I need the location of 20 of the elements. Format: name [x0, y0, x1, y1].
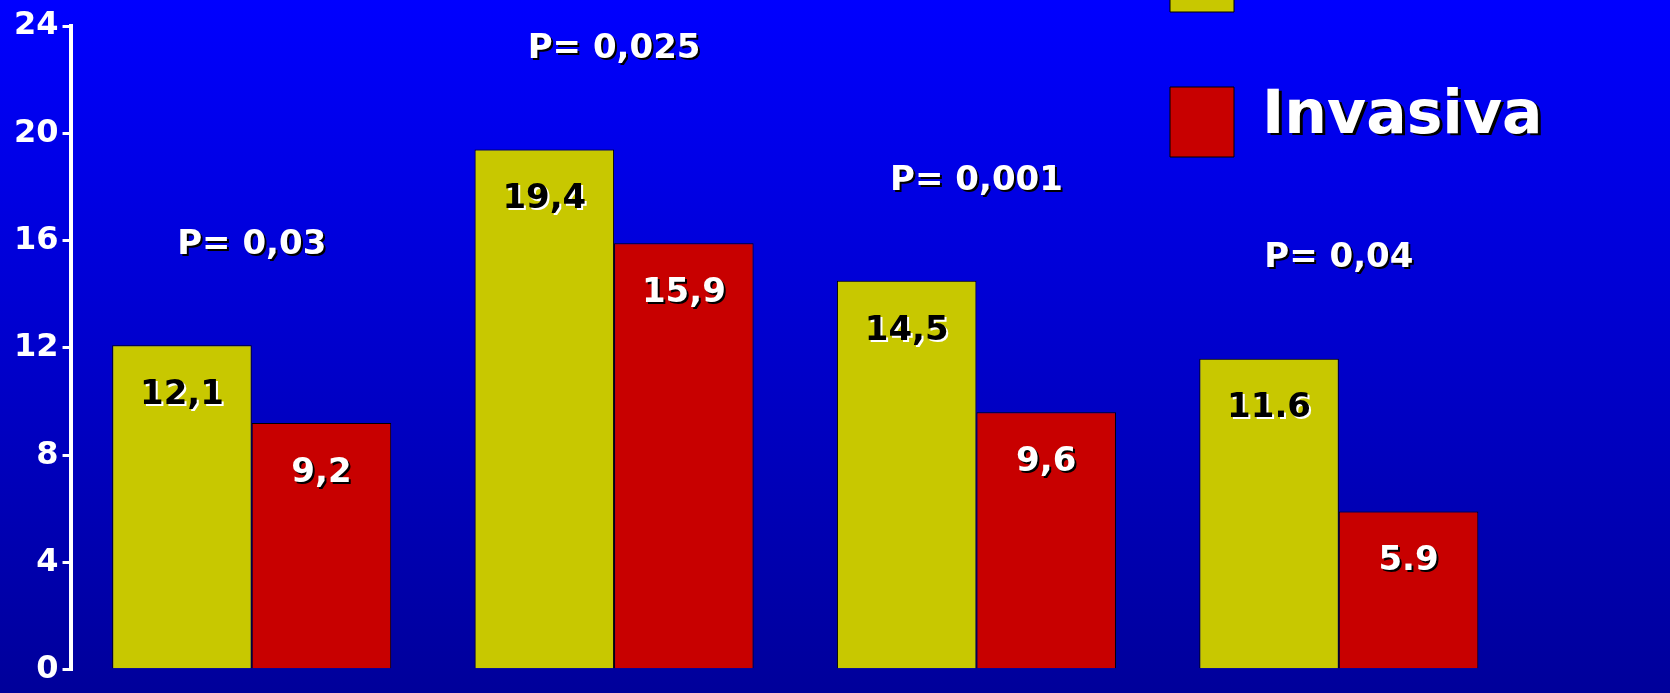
data-label: 5.9 [1378, 538, 1439, 579]
y-tick-label: 16 [14, 218, 59, 257]
data-label: 12,1 [140, 372, 224, 413]
y-tick-label: 12 [14, 326, 59, 365]
data-label: 9,6 [1016, 439, 1077, 480]
y-tick-label: 0 [36, 648, 59, 687]
y-tick-label: 24 [14, 4, 59, 43]
y-tick-label: 20 [14, 111, 59, 150]
data-label: 9,2 [291, 449, 352, 490]
data-label: 11.6 [1227, 385, 1312, 426]
annotation: P= 0,001 [890, 157, 1063, 198]
legend-label: Invasiva [1265, 78, 1546, 149]
data-label: 15,9 [641, 270, 726, 311]
data-label: 19,4 [502, 176, 587, 217]
y-tick-label: 8 [36, 433, 59, 472]
data-label: 14,5 [864, 307, 949, 348]
y-tick-label: 4 [36, 540, 59, 579]
annotation: P= 0,025 [529, 28, 703, 69]
annotation: P= 0,03 [179, 224, 329, 265]
annotation: P= 0,04 [1266, 237, 1416, 278]
